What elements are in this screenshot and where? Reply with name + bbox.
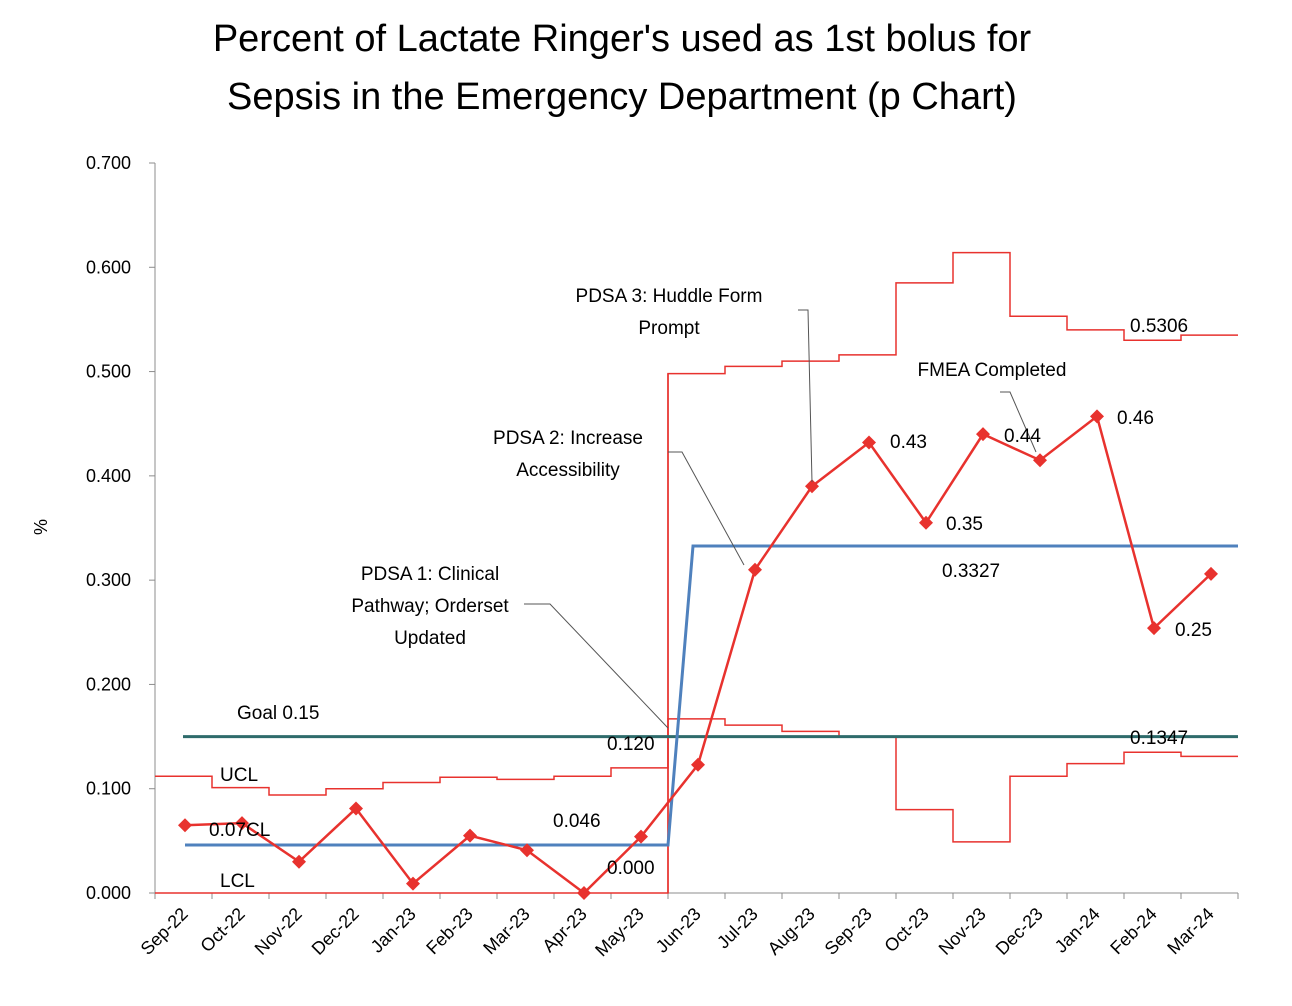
ucl-end-label: 0.5306 <box>1130 316 1188 337</box>
cl-label: CL <box>246 820 270 841</box>
center-line <box>185 544 1238 847</box>
lcl-phase1-label: 0.000 <box>607 858 655 879</box>
callout-leader <box>798 309 813 483</box>
x-tick-label: Jan-23 <box>367 904 420 957</box>
data-point <box>178 818 192 833</box>
lcl-label: LCL <box>220 871 255 892</box>
percent-line <box>184 414 1212 895</box>
y-tick-label: 0.700 <box>86 153 131 173</box>
y-tick-label: 0.300 <box>86 570 131 590</box>
data-point <box>577 886 591 900</box>
data-point <box>463 828 477 843</box>
x-tick-label: Mar-23 <box>479 904 533 958</box>
x-tick-label: May-23 <box>591 904 648 961</box>
data-point <box>1204 566 1218 581</box>
callout-leaders <box>524 309 1037 729</box>
data-point <box>976 427 990 442</box>
x-tick-label: Jul-23 <box>713 904 762 953</box>
data-point <box>691 757 705 772</box>
lcl-end-label: 0.1347 <box>1130 728 1188 749</box>
y-tick-label: 0.000 <box>86 883 131 903</box>
data-point <box>919 515 933 530</box>
data-point <box>406 876 420 891</box>
value-label: 0.120 <box>607 734 655 755</box>
x-tick-label: Nov-22 <box>251 904 306 959</box>
lcl-line <box>155 718 1238 894</box>
y-axis-label: % <box>31 519 51 535</box>
annotation-pdsa3: PDSA 3: Huddle Form <box>576 286 763 307</box>
x-tick-label: Oct-22 <box>196 904 248 956</box>
x-tick-label: Aug-23 <box>764 904 819 959</box>
chart-labels: Goal 0.15 UCL CL LCL 0.07 0.046 0.000 0.120 0.33… <box>209 286 1212 892</box>
x-tick-label: Nov-23 <box>935 904 990 959</box>
value-label: 0.35 <box>946 514 983 535</box>
value-label: 0.25 <box>1175 620 1212 641</box>
annotation-pdsa3: Prompt <box>638 318 700 339</box>
y-tick-label: 0.600 <box>86 257 131 277</box>
y-tick-label: 0.400 <box>86 466 131 486</box>
chart-title-line2: Sepsis in the Emergency Department (p Ch… <box>227 76 1017 118</box>
callout-leader <box>524 603 669 729</box>
data-point <box>748 562 762 577</box>
annotation-pdsa1: PDSA 1: Clinical <box>361 564 499 585</box>
x-tick-label: Jun-23 <box>652 904 705 957</box>
goal-label: Goal 0.15 <box>237 703 319 724</box>
data-point <box>235 816 249 831</box>
x-tick-label: Sep-23 <box>821 904 876 959</box>
data-point <box>1090 409 1104 424</box>
annotation-fmea: FMEA Completed <box>918 360 1067 381</box>
y-tick-label: 0.500 <box>86 362 131 382</box>
x-tick-label: Dec-23 <box>992 904 1047 959</box>
chart-title-line1: Percent of Lactate Ringer's used as 1st … <box>212 18 1032 60</box>
x-tick-label: Apr-23 <box>538 904 590 956</box>
data-point <box>1147 621 1161 636</box>
ucl-line <box>155 251 1238 796</box>
data-point <box>292 854 306 869</box>
value-label: 0.43 <box>890 432 927 453</box>
cl-phase2-label: 0.3327 <box>942 561 1000 582</box>
value-label: 0.07 <box>209 820 246 841</box>
x-tick-label: Dec-22 <box>308 904 363 959</box>
data-point <box>1033 453 1047 468</box>
y-tick-label: 0.100 <box>86 779 131 799</box>
annotation-pdsa1: Pathway; Orderset <box>351 596 509 617</box>
cl-phase1-label: 0.046 <box>553 811 601 832</box>
callout-leader <box>1000 391 1037 453</box>
ucl-label: UCL <box>220 765 258 786</box>
data-markers <box>178 409 1218 900</box>
data-point <box>349 801 363 816</box>
x-tick-label: Feb-23 <box>422 904 476 958</box>
x-tick-label: Oct-23 <box>880 904 932 956</box>
value-label: 0.44 <box>1004 426 1041 447</box>
data-point <box>862 435 876 450</box>
data-point <box>805 479 819 494</box>
callout-leader <box>668 451 745 566</box>
x-tick-label: Mar-24 <box>1163 904 1217 958</box>
series-lines <box>155 251 1238 895</box>
x-tick-label: Jan-24 <box>1051 904 1104 957</box>
data-point <box>520 843 534 858</box>
value-label: 0.46 <box>1117 408 1154 429</box>
x-tick-label: Feb-24 <box>1106 904 1160 958</box>
annotation-pdsa2: PDSA 2: Increase <box>493 428 643 449</box>
y-tick-label: 0.200 <box>86 674 131 694</box>
x-tick-label: Sep-22 <box>137 904 192 959</box>
annotation-pdsa1: Updated <box>394 628 466 649</box>
annotation-pdsa2: Accessibility <box>516 460 620 481</box>
data-point <box>634 829 648 844</box>
